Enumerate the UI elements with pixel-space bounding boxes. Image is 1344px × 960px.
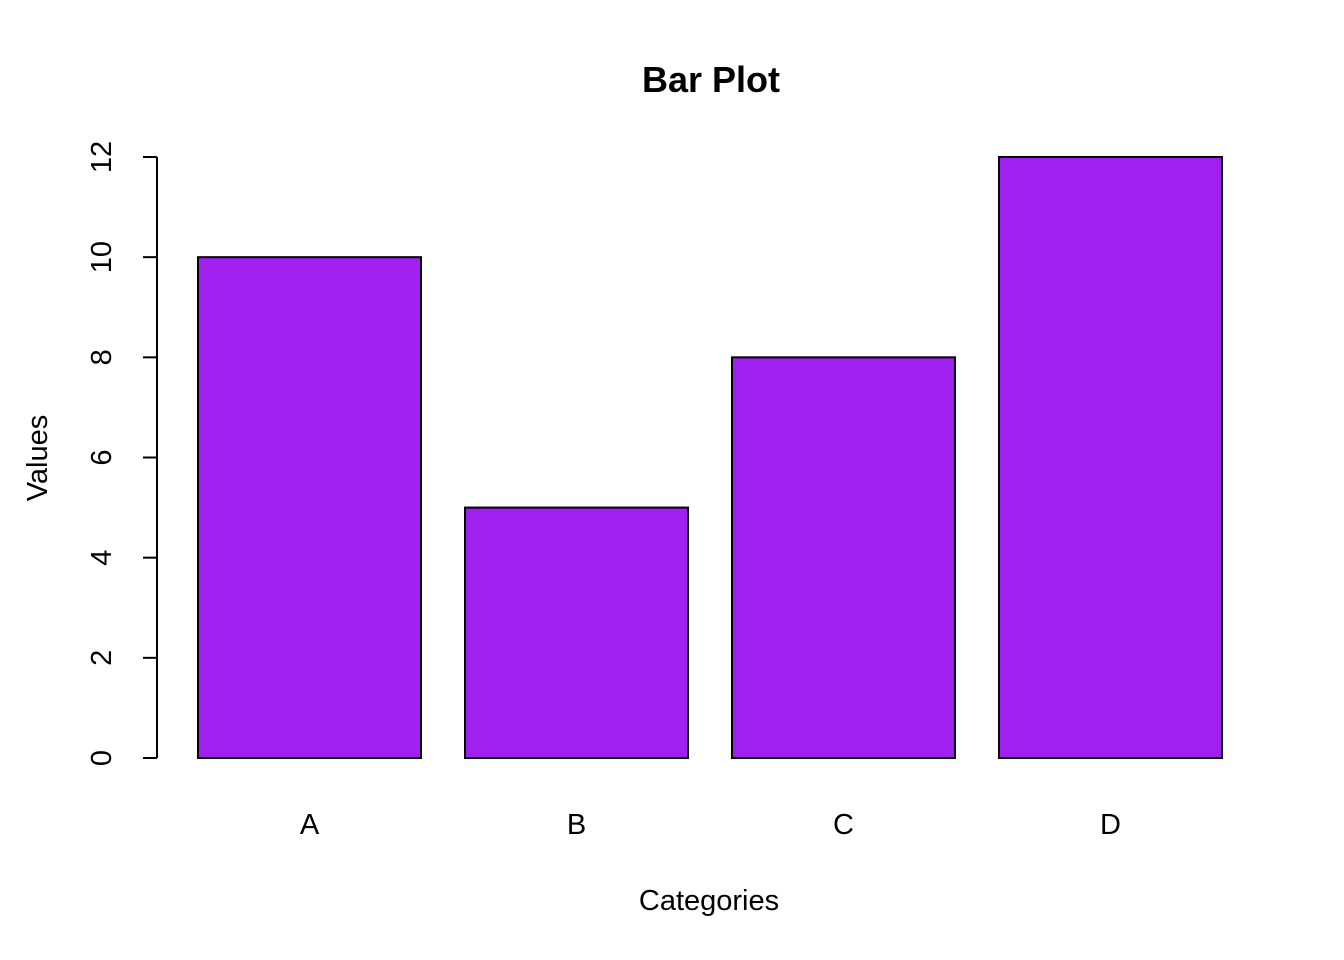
y-axis: 0 2 4 6 8 10 12 xyxy=(86,141,158,766)
y-tick-label: 6 xyxy=(86,449,118,465)
bar-A xyxy=(197,256,422,759)
y-tick-label: 4 xyxy=(86,550,118,566)
y-tick-label: 12 xyxy=(86,141,118,173)
y-axis-label: Values xyxy=(22,415,54,502)
bars-group xyxy=(197,156,1223,760)
y-tick-label: 0 xyxy=(86,750,118,766)
bar-C xyxy=(731,356,956,759)
bar-B xyxy=(464,506,689,760)
x-axis-label: Categories xyxy=(639,885,779,917)
bar-D xyxy=(998,156,1223,759)
x-tick-label: B xyxy=(567,809,586,841)
x-tick-label: D xyxy=(1100,809,1121,841)
y-tick-label: 10 xyxy=(86,241,118,273)
x-tick-labels: A B C D xyxy=(300,809,1121,841)
y-tick-label: 2 xyxy=(86,650,118,666)
y-tick-label: 8 xyxy=(86,349,118,365)
x-tick-label: C xyxy=(833,809,854,841)
x-tick-label: A xyxy=(300,809,320,841)
chart-title: Bar Plot xyxy=(642,59,780,100)
